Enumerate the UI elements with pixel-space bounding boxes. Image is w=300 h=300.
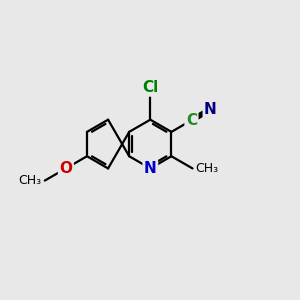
Text: Cl: Cl xyxy=(142,80,158,95)
Text: N: N xyxy=(204,102,217,117)
Text: N: N xyxy=(144,161,157,176)
Text: CH₃: CH₃ xyxy=(196,162,219,175)
Text: O: O xyxy=(59,161,72,176)
Text: CH₃: CH₃ xyxy=(19,174,42,187)
Text: C: C xyxy=(186,113,197,128)
